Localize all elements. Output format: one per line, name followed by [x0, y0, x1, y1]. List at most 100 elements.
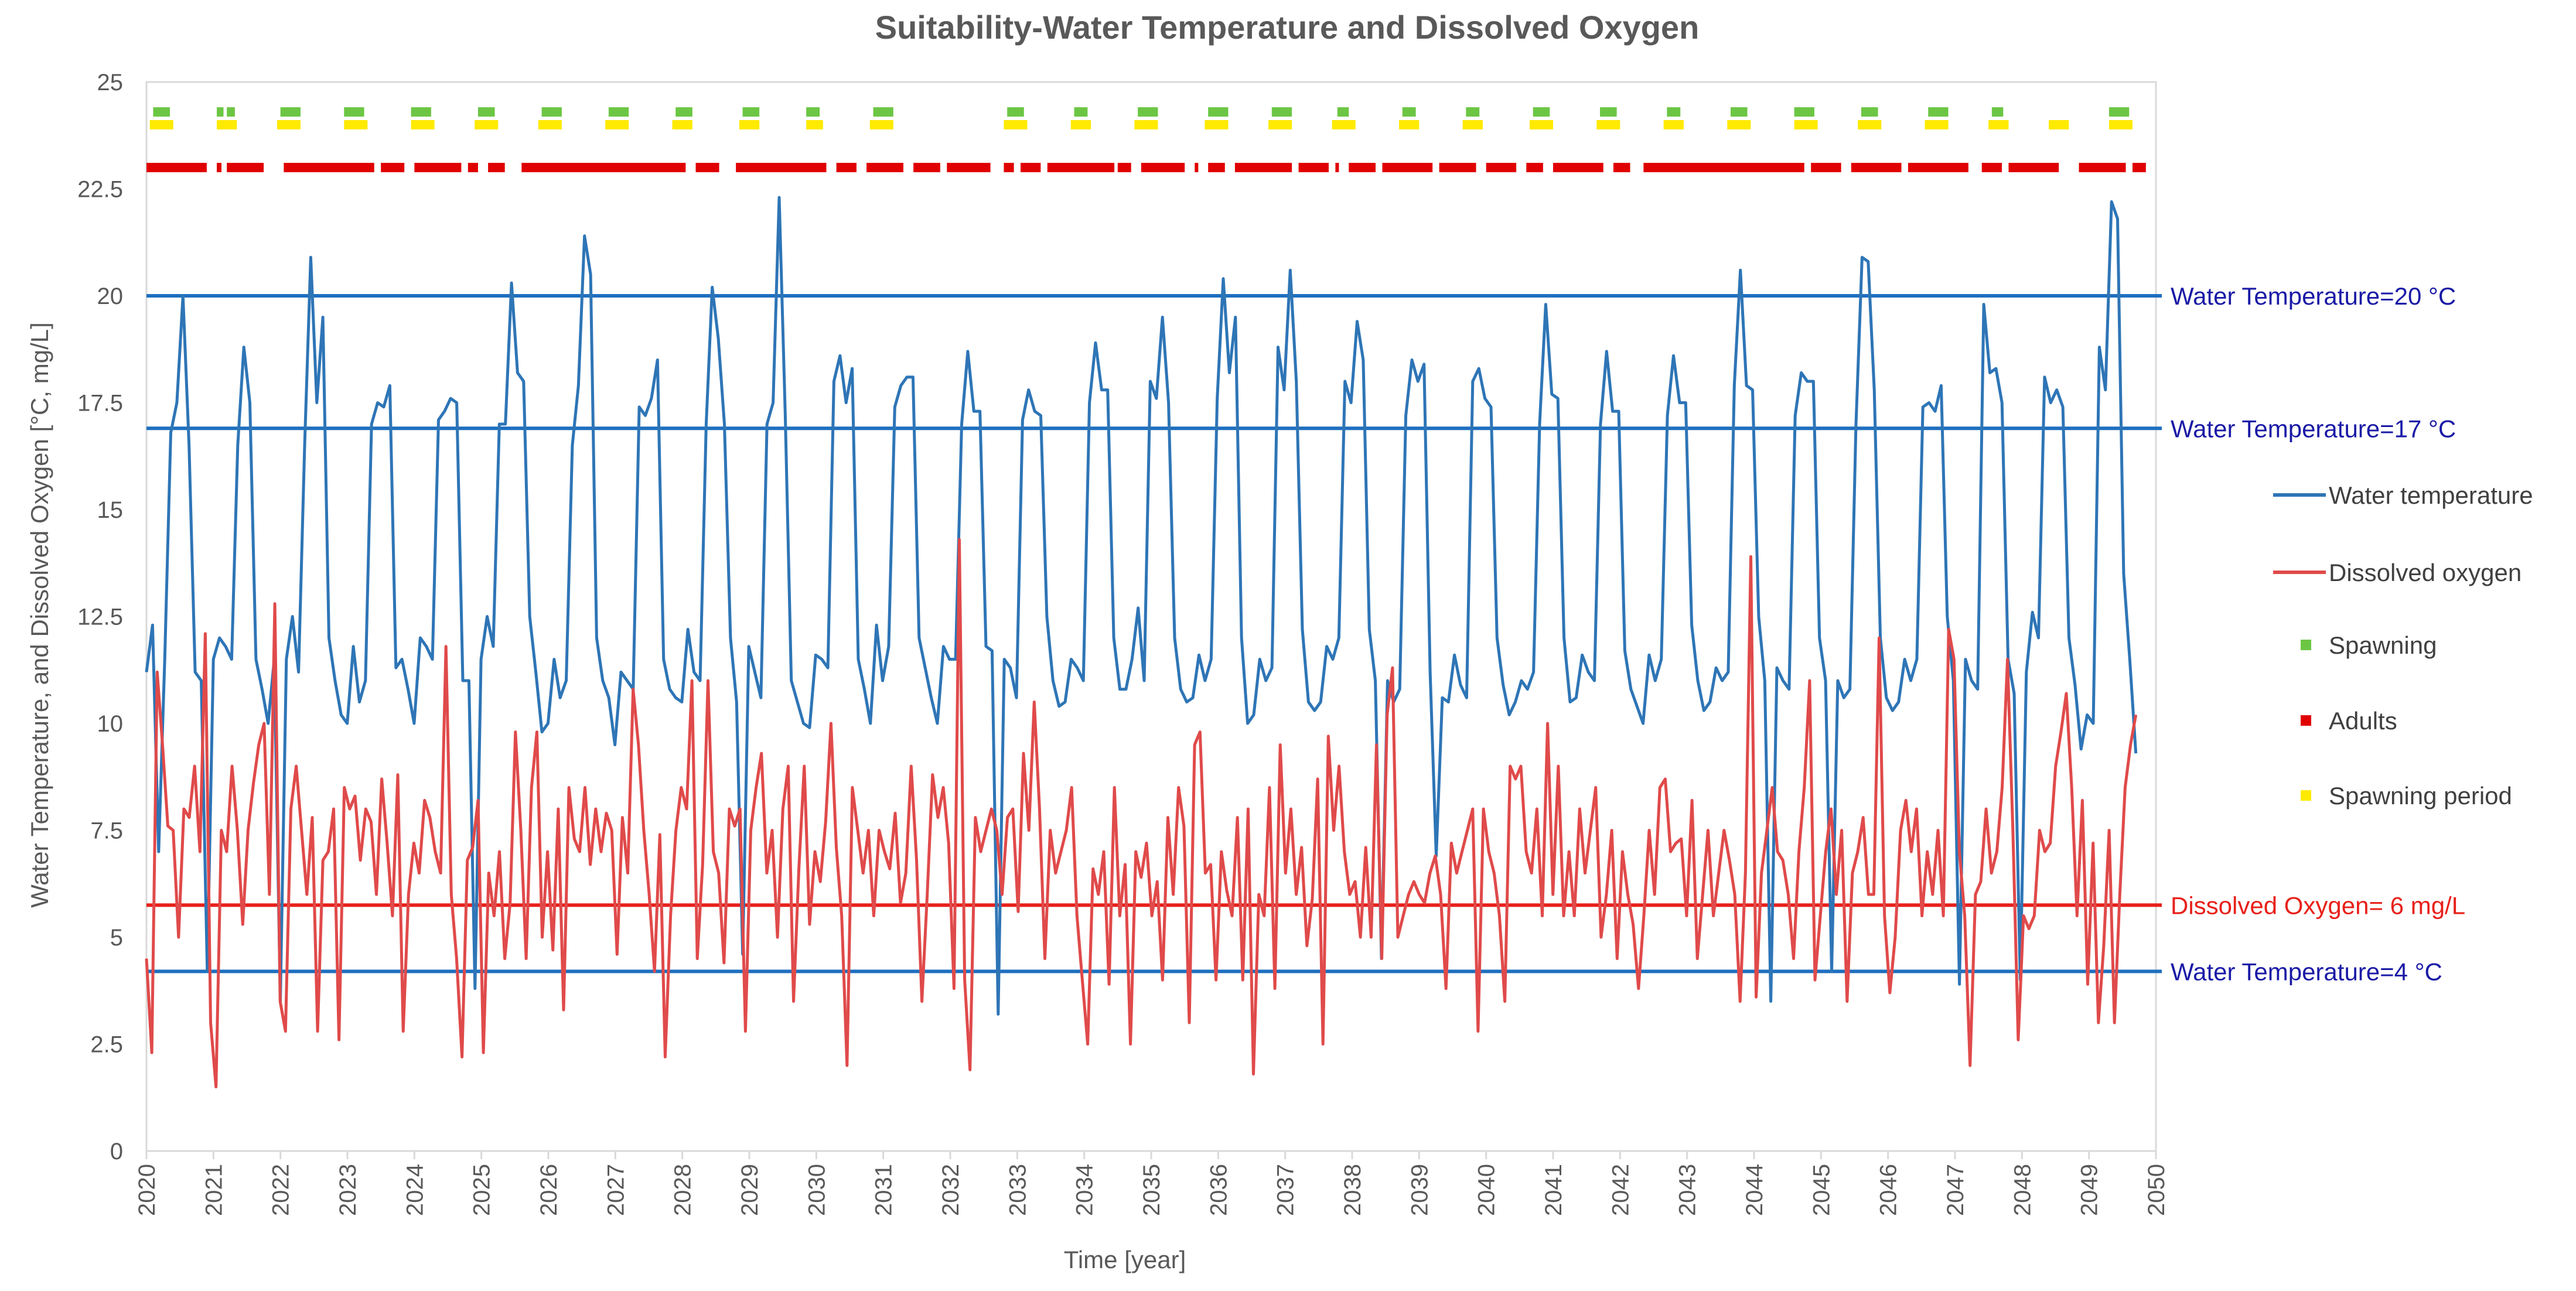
x-tick-label: 2024 — [402, 1164, 428, 1216]
adults-marker — [1141, 163, 1185, 172]
legend-spawning-period-label: Spawning period — [2329, 782, 2512, 810]
spawning-marker — [280, 107, 301, 117]
spawning-period-marker — [217, 120, 237, 129]
spawning-period-marker — [605, 120, 629, 129]
adults-marker — [836, 163, 857, 172]
spawning-period-marker — [149, 120, 173, 129]
spawning-period-marker — [1268, 120, 1292, 129]
x-tick-label: 2022 — [268, 1164, 294, 1216]
spawning-marker — [608, 107, 629, 117]
chart-title: Suitability-Water Temperature and Dissol… — [875, 9, 1700, 46]
reference-line-label: Dissolved Oxygen= 6 mg/L — [2171, 892, 2465, 919]
spawning-period-marker — [1134, 120, 1158, 129]
y-tick-label: 17.5 — [77, 391, 123, 416]
x-tick-label: 2044 — [1742, 1164, 1768, 1216]
y-tick-label: 25 — [97, 70, 124, 95]
spawning-marker — [742, 107, 760, 117]
spawning-marker — [1861, 107, 1878, 117]
y-tick-label: 22.5 — [77, 177, 123, 203]
x-tick-label: 2028 — [670, 1164, 696, 1216]
spawning-period-marker — [1205, 120, 1229, 129]
adults-marker — [1195, 163, 1199, 172]
adults-marker — [227, 163, 264, 172]
x-tick-label: 2033 — [1005, 1164, 1031, 1216]
adults-marker — [913, 163, 940, 172]
adults-marker — [2079, 163, 2126, 172]
adults-marker — [1811, 163, 1841, 172]
spawning-marker — [1794, 107, 1814, 117]
x-tick-label: 2020 — [134, 1164, 160, 1216]
adults-marker — [1298, 163, 1329, 172]
spawning-period-marker — [806, 120, 823, 129]
x-tick-label: 2030 — [804, 1164, 830, 1216]
legend-dissolved-oxygen-label: Dissolved oxygen — [2329, 559, 2522, 586]
legend-spawning-period-swatch — [2301, 790, 2311, 801]
spawning-marker — [541, 107, 562, 117]
y-axis-ticks: 0 2.5 5 7.5 10 12.5 15 17.5 20 22.5 25 — [77, 70, 123, 1164]
spawning-marker — [477, 107, 495, 117]
spawning-marker — [217, 107, 224, 117]
x-tick-label: 2021 — [201, 1164, 227, 1216]
spawning-marker — [806, 107, 820, 117]
x-tick-label: 2032 — [938, 1164, 964, 1216]
spawning-period-marker — [1596, 120, 1620, 129]
adults-marker — [284, 163, 374, 172]
y-tick-label: 5 — [110, 925, 123, 951]
adults-marker — [1553, 163, 1603, 172]
x-tick-label: 2023 — [335, 1164, 361, 1216]
adults-marker — [1021, 163, 1041, 172]
adults-marker — [947, 163, 991, 172]
spawning-marker — [1928, 107, 1949, 117]
x-tick-label: 2048 — [2009, 1164, 2035, 1216]
plot-area — [145, 81, 2157, 1152]
adults-marker — [866, 163, 903, 172]
adults-marker — [1234, 163, 1292, 172]
y-axis-label: Water Temperature, and Dissolved Oxygen … — [26, 322, 53, 908]
spawning-period-marker — [411, 120, 435, 129]
adults-marker — [736, 163, 827, 172]
adults-marker — [1439, 163, 1476, 172]
y-tick-label: 2.5 — [90, 1032, 123, 1058]
spawning-period-marker — [475, 120, 499, 129]
dissolved-oxygen-line — [145, 538, 2138, 1088]
legend-water-temperature-label: Water temperature — [2329, 481, 2533, 509]
x-tick-label: 2036 — [1206, 1164, 1231, 1216]
x-tick-label: 2026 — [536, 1164, 562, 1216]
x-axis-ticks: 2020 2021 2022 2023 2024 2025 2026 2027 2028 2029… — [134, 1151, 2169, 1216]
spawning-marker — [1402, 107, 1416, 117]
x-tick-label: 2049 — [2077, 1164, 2103, 1216]
x-tick-label: 2034 — [1072, 1164, 1098, 1216]
spawning-period-marker — [1988, 120, 2009, 129]
spawning-marker — [1730, 107, 1748, 117]
spawning-period-marker — [869, 120, 893, 129]
x-tick-label: 2040 — [1474, 1164, 1500, 1216]
adults-marker — [217, 163, 222, 172]
spawning-marker — [1138, 107, 1158, 117]
spawning-marker — [1337, 107, 1349, 117]
spawning-period-marker — [1663, 120, 1684, 129]
spawning-period-marker — [1070, 120, 1091, 129]
y-tick-label: 20 — [97, 284, 124, 309]
legend-adults-swatch — [2301, 715, 2311, 726]
x-tick-label: 2050 — [2144, 1164, 2169, 1216]
adults-marker — [1526, 163, 1543, 172]
spawning-marker — [153, 107, 170, 117]
spawning-period-marker — [672, 120, 692, 129]
spawning-period-marker — [2049, 120, 2069, 129]
adults-marker — [1908, 163, 1968, 172]
x-tick-label: 2043 — [1675, 1164, 1701, 1216]
spawning-period-marker — [277, 120, 301, 129]
spawning-period-marker — [1399, 120, 1420, 129]
plot-border — [145, 81, 2157, 1152]
x-tick-label: 2029 — [737, 1164, 763, 1216]
spawning-period-marker — [1925, 120, 1949, 129]
spawning-marker — [411, 107, 431, 117]
legend-adults-label: Adults — [2329, 707, 2397, 735]
x-tick-label: 2047 — [1943, 1164, 1968, 1216]
adults-marker — [1335, 163, 1339, 172]
spawning-period-marker — [1004, 120, 1028, 129]
adults-marker — [521, 163, 686, 172]
spawning-marker — [227, 107, 235, 117]
legend: Water temperature Dissolved oxygen Spawn… — [2273, 481, 2533, 810]
